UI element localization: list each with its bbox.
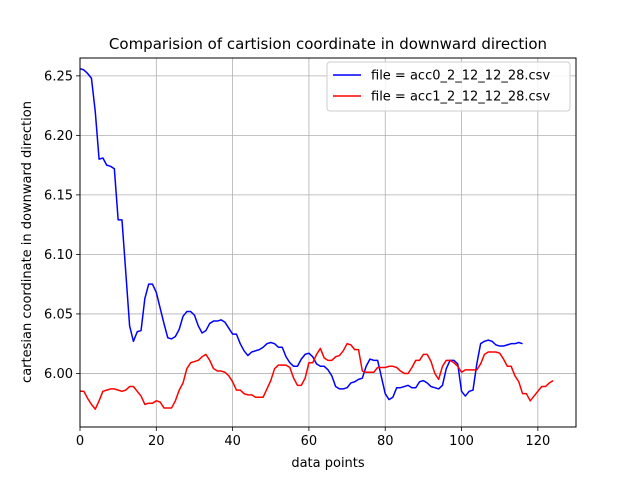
legend-label-1: file = acc0_2_12_12_28.csv (371, 69, 550, 84)
legend-label-2: file = acc1_2_12_12_28.csv (371, 90, 550, 105)
plot-area-frame (79, 57, 577, 428)
y-tick-label: 6.05 (44, 307, 73, 322)
x-tick-label: 0 (76, 434, 84, 449)
x-axis-label: data points (291, 456, 365, 471)
chart-title: Comparision of cartision coordinate in d… (109, 35, 547, 53)
x-tick-label: 40 (224, 434, 241, 449)
series-line-1 (79, 67, 523, 401)
x-tick-label: 120 (525, 434, 550, 449)
y-tick-label: 6.15 (44, 188, 73, 203)
series-line-2 (80, 342, 554, 410)
x-tick-label: 20 (148, 434, 165, 449)
y-tick-label: 6.20 (44, 129, 73, 144)
y-axis-label: cartesian coordinate in downward directi… (20, 101, 35, 383)
data-series (79, 67, 554, 410)
grid-lines (79, 58, 576, 427)
x-tick-label: 60 (301, 434, 318, 449)
x-tick-label: 80 (377, 434, 394, 449)
y-tick-label: 6.25 (44, 69, 73, 84)
legend-box (326, 61, 571, 112)
y-tick-label: 6.10 (44, 248, 73, 263)
y-tick-label: 6.00 (44, 367, 73, 382)
x-tick-label: 100 (449, 434, 474, 449)
axis-ticks: 0 20 40 60 80 100 120 6.00 6.05 6.10 6.15 6.20 6.25 (44, 69, 550, 449)
